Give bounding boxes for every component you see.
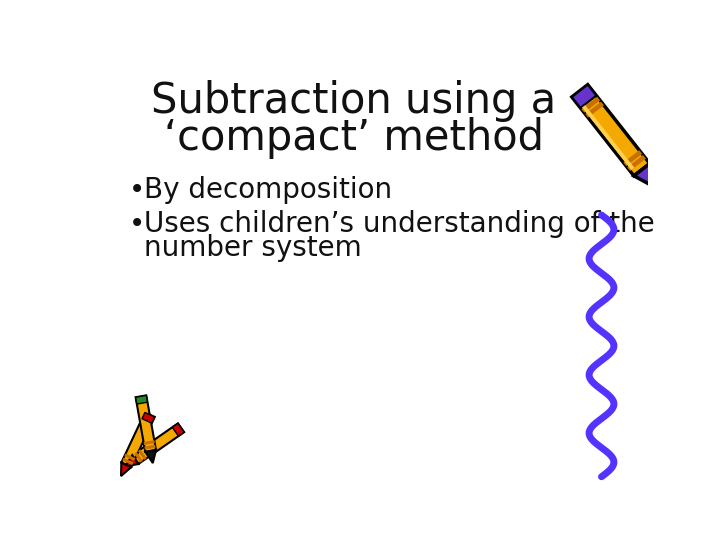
- Polygon shape: [585, 102, 604, 118]
- Text: By decomposition: By decomposition: [144, 177, 392, 205]
- Polygon shape: [145, 444, 156, 450]
- Text: ‘compact’ method: ‘compact’ method: [163, 117, 544, 159]
- Polygon shape: [142, 413, 155, 423]
- Polygon shape: [134, 452, 143, 463]
- Polygon shape: [125, 455, 138, 467]
- Polygon shape: [138, 449, 147, 460]
- Polygon shape: [122, 413, 155, 467]
- Text: Subtraction using a: Subtraction using a: [151, 80, 556, 122]
- Text: •: •: [129, 210, 145, 238]
- Text: number system: number system: [144, 234, 362, 262]
- Polygon shape: [135, 395, 148, 404]
- Polygon shape: [582, 105, 634, 170]
- Polygon shape: [172, 423, 184, 436]
- Polygon shape: [135, 395, 156, 452]
- Polygon shape: [572, 85, 649, 176]
- Polygon shape: [121, 463, 131, 476]
- Polygon shape: [624, 150, 642, 166]
- Text: Uses children’s understanding of the: Uses children’s understanding of the: [144, 210, 655, 238]
- Polygon shape: [132, 423, 184, 464]
- Polygon shape: [125, 454, 135, 461]
- Polygon shape: [581, 97, 600, 113]
- Polygon shape: [627, 155, 646, 171]
- Polygon shape: [145, 450, 156, 463]
- Polygon shape: [572, 85, 596, 108]
- Polygon shape: [634, 164, 656, 188]
- Text: •: •: [129, 177, 145, 205]
- Polygon shape: [143, 440, 155, 445]
- Polygon shape: [122, 458, 133, 465]
